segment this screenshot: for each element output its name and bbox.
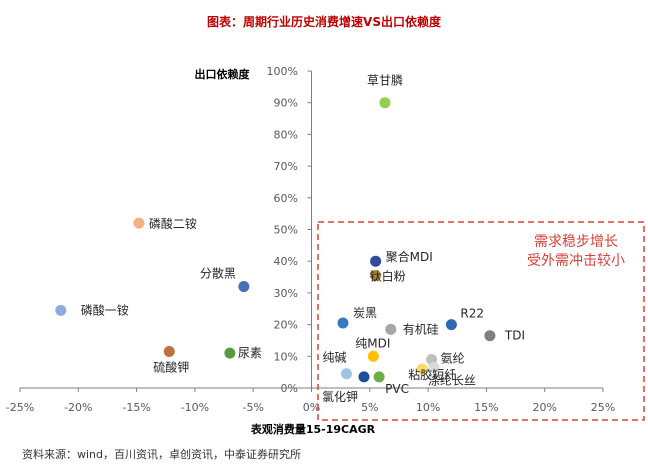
point-label: 分散黑 [200,266,236,281]
source-note: 资料来源：wind，百川资讯，卓创资讯，中泰证券研究所 [22,448,302,461]
x-tick-label: 20% [532,401,556,414]
y-tick-label: 90% [274,97,298,110]
x-tick-label: 25% [591,401,615,414]
point-14 [340,368,352,380]
point-1 [379,97,391,109]
x-tick-labels: -25% -20% -15% -10% -5% 0% 5% 10% 15% 20% 25% [6,401,615,414]
y-tick-label: 30% [274,287,298,300]
point-6 [224,347,236,359]
point-label: 氯化钾 [322,390,358,404]
annotation-line-1: 需求稳步增长 [534,234,618,250]
point-19 [428,361,440,373]
y-axis-title: 出口依赖度 [195,67,251,81]
highlight-region-box [317,221,645,421]
y-tick-labels: 0%10%20%30%40%50%60%70%80%90%100% [267,65,298,395]
data-points [55,97,496,383]
point-label: 草甘膦 [367,73,403,88]
point-label: 钛白粉 [370,268,406,283]
x-tick-label: 5% [361,401,378,414]
y-tick-label: 40% [274,255,298,268]
point-label: PVC [385,382,409,396]
point-label: 硫酸钾 [153,360,189,375]
point-label: 氨纶 [441,351,465,365]
x-tick-label: 10% [416,401,440,414]
point-15 [358,371,370,383]
point-label: 炭黑 [353,306,377,320]
point-18 [416,363,428,375]
point-label: 有机硅 [403,322,439,336]
x-tick-label: 15% [474,401,498,414]
point-3 [55,304,67,316]
point-7 [370,255,382,267]
x-tick-label: -15% [122,401,150,414]
point-4 [238,281,250,293]
point-label: 涤纶长丝 [428,373,476,387]
point-label: 聚合MDI [386,249,433,264]
figure-title: 图表：周期行业历史消费增速VS出口依赖度 [207,15,441,29]
point-5 [163,346,175,358]
point-12 [484,330,496,342]
point-16 [373,371,385,383]
y-tick-label: 70% [274,160,298,173]
y-tick-label: 60% [274,192,298,205]
point-8 [370,269,382,281]
y-tick-label: 100% [267,65,298,78]
x-tick-label: -5% [242,401,263,414]
annotation-line-2: 受外需冲击较小 [527,253,625,269]
point-10 [385,323,397,335]
point-label: R22 [460,307,484,321]
point-label: 纯MDI [355,336,390,350]
x-tick-label: -25% [6,401,34,414]
point-2 [133,217,145,229]
point-13 [367,350,379,362]
y-tick-marks [307,70,312,389]
y-tick-label: 50% [274,224,298,237]
point-label: 磷酸二铵 [149,216,197,231]
y-tick-label: 10% [274,350,298,363]
x-tick-label: -20% [64,401,92,414]
y-tick-label: 80% [274,128,298,141]
y-tick-label: 20% [274,319,298,332]
x-tick-label: -10% [181,401,209,414]
point-label: TDI [504,329,525,343]
x-axis-title: 表观消费量15-19CAGR [250,422,376,436]
point-label: 磷酸一铵 [81,302,129,317]
x-tick-marks [19,388,604,392]
point-label: 尿素 [238,346,262,360]
point-label: 粘胶短纤 [408,367,456,382]
x-tick-label: 0% [303,401,320,414]
point-9 [337,317,349,329]
point-11 [445,319,457,331]
point-label: 纯碱 [322,351,346,365]
